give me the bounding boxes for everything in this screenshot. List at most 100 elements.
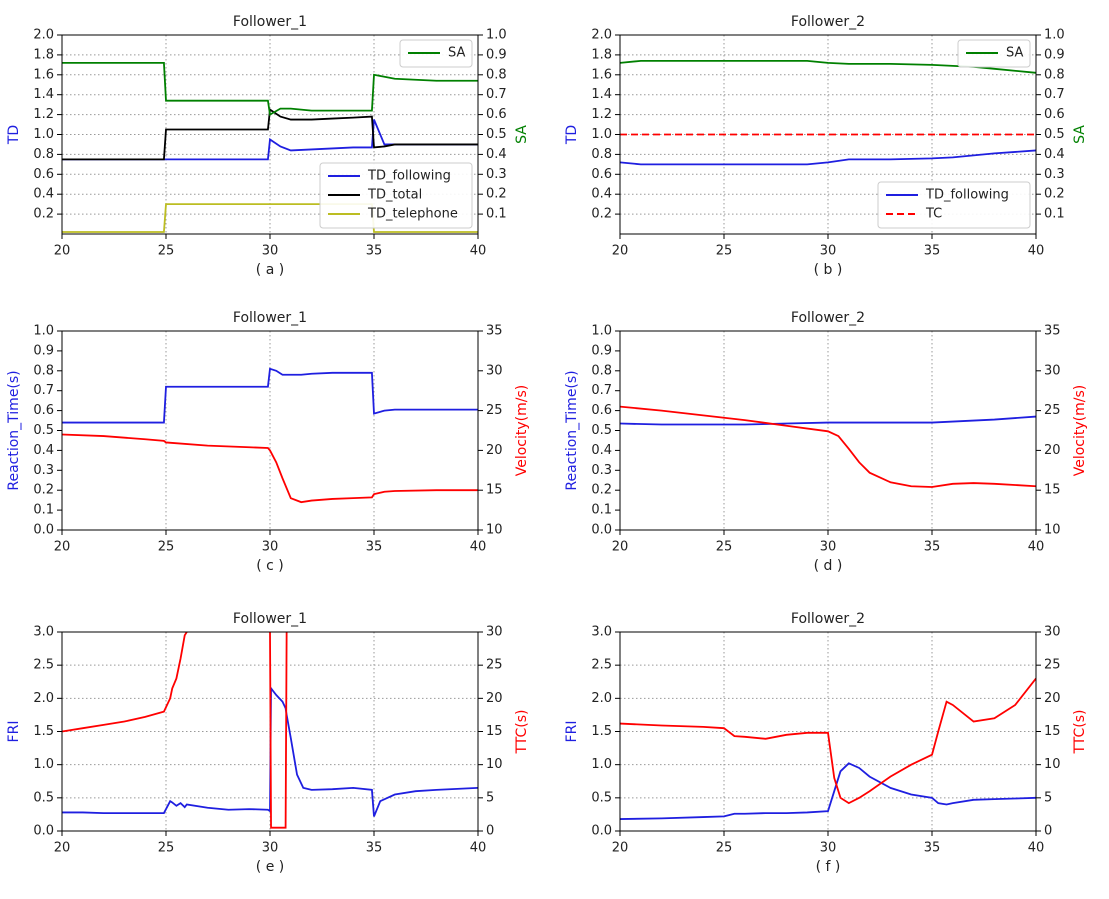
legend-label: TD_telephone <box>367 207 458 222</box>
y2-tick-label: 0.2 <box>486 187 507 202</box>
x-tick-label: 25 <box>716 540 733 555</box>
series-line <box>62 433 478 504</box>
y-tick-label: 1.0 <box>591 757 612 772</box>
y-tick-label: 0.2 <box>591 207 612 222</box>
legend-label: TD_total <box>367 188 422 203</box>
y2-tick-label: 30 <box>486 625 503 640</box>
y-tick-label: 1.2 <box>591 107 612 122</box>
caption: ( a ) <box>256 262 284 278</box>
series-line <box>620 405 1036 488</box>
y-tick-label: 1.2 <box>33 107 54 122</box>
x-tick-label: 25 <box>158 244 175 259</box>
y-tick-label: 0.4 <box>591 443 612 458</box>
y-tick-label: 0.8 <box>591 363 612 378</box>
y2-tick-label: 0.7 <box>486 87 507 102</box>
y2-tick-label: 0.8 <box>486 67 507 82</box>
x-tick-label: 30 <box>820 244 837 259</box>
y2-tick-label: 0.9 <box>1044 47 1065 62</box>
y-tick-label: 2.0 <box>33 28 54 43</box>
y-tick-label: 0.4 <box>591 187 612 202</box>
x-tick-label: 35 <box>366 540 383 555</box>
y-tick-label: 1.4 <box>33 87 54 102</box>
x-tick-label: 30 <box>262 244 279 259</box>
y-axis-label: TD <box>6 125 22 145</box>
y2-tick-label: 20 <box>486 443 503 458</box>
y-tick-label: 0.3 <box>591 463 612 478</box>
y-tick-label: 0.6 <box>591 167 612 182</box>
caption: ( d ) <box>814 558 843 574</box>
series-line <box>620 149 1036 166</box>
y2-axis-label: Velocity(m/s) <box>1072 385 1088 477</box>
y-tick-label: 0.8 <box>33 363 54 378</box>
series-line <box>62 61 478 117</box>
legend-box <box>877 181 1031 229</box>
x-tick-label: 20 <box>612 540 629 555</box>
caption: ( e ) <box>256 859 284 875</box>
series-line <box>62 119 478 161</box>
y2-tick-label: 15 <box>486 483 503 498</box>
y2-tick-label: 30 <box>1044 363 1061 378</box>
y-tick-label: 0.4 <box>33 187 54 202</box>
y-tick-label: 0.1 <box>33 503 54 518</box>
y-tick-label: 0.3 <box>33 463 54 478</box>
series-line <box>620 762 1036 820</box>
y2-tick-label: 0.9 <box>486 47 507 62</box>
x-tick-label: 40 <box>1028 540 1045 555</box>
y-tick-label: 0.7 <box>33 383 54 398</box>
x-tick-label: 35 <box>924 244 941 259</box>
y-tick-label: 0.0 <box>591 523 612 538</box>
y-tick-label: 0.6 <box>591 403 612 418</box>
plot-frame <box>61 631 479 832</box>
x-tick-label: 20 <box>612 841 629 856</box>
caption: ( f ) <box>816 859 841 875</box>
chart-title: Follower_2 <box>791 14 865 30</box>
y-tick-label: 1.0 <box>33 127 54 142</box>
y2-tick-label: 0.4 <box>1044 147 1065 162</box>
plot-frame <box>619 330 1037 531</box>
y2-tick-label: 0.8 <box>1044 67 1065 82</box>
y-tick-label: 1.0 <box>33 757 54 772</box>
series-line <box>62 367 478 424</box>
x-tick-label: 25 <box>716 244 733 259</box>
y-tick-label: 1.8 <box>33 47 54 62</box>
y-tick-label: 0.2 <box>33 207 54 222</box>
y-tick-label: 2.0 <box>591 28 612 43</box>
y-tick-label: 0.5 <box>591 790 612 805</box>
y2-tick-label: 25 <box>1044 403 1061 418</box>
y2-tick-label: 1.0 <box>1044 28 1065 43</box>
x-tick-label: 30 <box>820 841 837 856</box>
y2-axis-label: TTC(s) <box>514 709 530 754</box>
x-tick-label: 20 <box>54 540 71 555</box>
y2-axis-label: SA <box>514 125 530 144</box>
chart-title: Follower_1 <box>233 310 307 326</box>
y2-tick-label: 5 <box>1044 790 1052 805</box>
x-tick-label: 35 <box>366 841 383 856</box>
x-tick-label: 40 <box>470 244 487 259</box>
x-tick-label: 35 <box>366 244 383 259</box>
y-axis-label: FRI <box>564 721 580 743</box>
caption: ( c ) <box>256 558 284 574</box>
y-tick-label: 3.0 <box>33 625 54 640</box>
y-tick-label: 1.0 <box>591 127 612 142</box>
x-tick-label: 25 <box>716 841 733 856</box>
y2-tick-label: 5 <box>486 790 494 805</box>
y2-tick-label: 25 <box>486 403 503 418</box>
chart-title: Follower_1 <box>233 611 307 627</box>
y2-tick-label: 10 <box>486 757 503 772</box>
y-tick-label: 3.0 <box>591 625 612 640</box>
y-tick-label: 0.9 <box>33 343 54 358</box>
y2-tick-label: 0.6 <box>486 107 507 122</box>
y2-axis-label: Velocity(m/s) <box>514 385 530 477</box>
x-tick-label: 35 <box>924 841 941 856</box>
plot-frame <box>619 631 1037 832</box>
y2-tick-label: 0.2 <box>1044 187 1065 202</box>
y-tick-label: 0.5 <box>33 790 54 805</box>
y2-tick-label: 15 <box>486 724 503 739</box>
y-tick-label: 1.0 <box>33 324 54 339</box>
caption: ( b ) <box>814 262 843 278</box>
x-tick-label: 20 <box>54 841 71 856</box>
y-tick-label: 1.6 <box>591 67 612 82</box>
y2-tick-label: 10 <box>1044 757 1061 772</box>
y2-tick-label: 0.1 <box>1044 207 1065 222</box>
plot-frame <box>619 34 1037 235</box>
